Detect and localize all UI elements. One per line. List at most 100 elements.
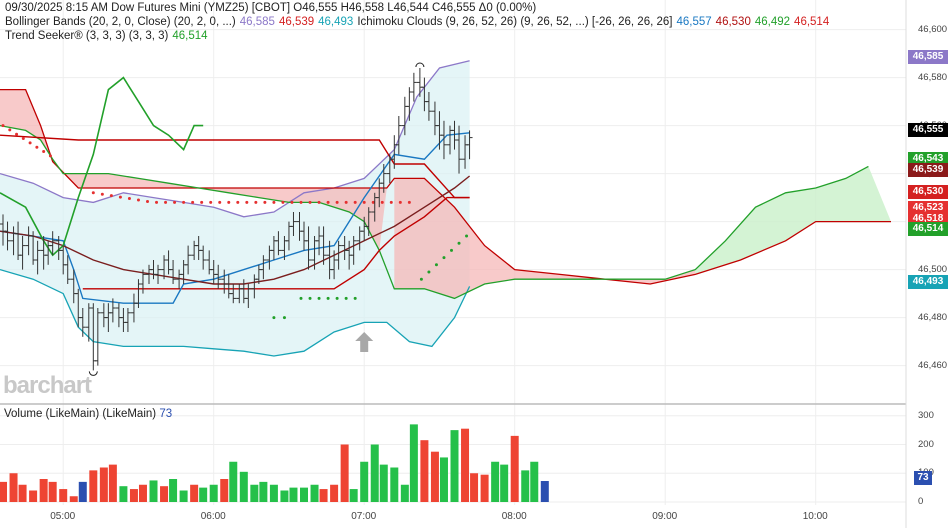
indicator-line-2: Trend Seeker® (3, 3, 3) (3, 3, 3) 46,514 (5, 29, 212, 43)
trend-seeker-dot-red (145, 199, 149, 203)
x-tick-label: 05:00 (50, 511, 76, 522)
trend-seeker-dot-red (118, 195, 122, 199)
volume-bar (319, 489, 328, 502)
trend-seeker-dot-green (299, 296, 303, 300)
price-tag: 46,555 (908, 123, 948, 137)
trend-seeker-dot-red (200, 200, 204, 204)
volume-bar (360, 461, 369, 502)
x-tick-label: 07:00 (351, 511, 377, 522)
volume-bar (89, 470, 98, 502)
trend-seeker-dot-green (449, 248, 453, 252)
indicator-line-1: Bollinger Bands (20, 2, 0, Close) (20, 2… (5, 15, 833, 29)
trend-seeker-dot-green (282, 316, 286, 320)
volume-bar (119, 486, 128, 502)
volume-bar (229, 461, 238, 502)
volume-bar (500, 464, 509, 502)
price-tag: 46,585 (908, 50, 948, 64)
ichimoku-label: Ichimoku Clouds (9, 26, 52, 26) (9, 26, … (357, 16, 673, 28)
trend-seeker-dot-red (1, 124, 5, 128)
ichimoku-span-b-line (0, 124, 869, 300)
volume-bar (470, 473, 479, 502)
volume-value: 73 (159, 408, 173, 420)
volume-bar (530, 461, 539, 502)
bollinger-upper-line (0, 60, 470, 218)
trend-seeker-dot-red (398, 200, 402, 204)
trend-seeker-dot-red (380, 200, 384, 204)
volume-bar (18, 484, 27, 502)
trend-seeker-dot-red (191, 200, 195, 204)
trend-seeker-dot-red (182, 200, 186, 204)
volume-bar (540, 481, 549, 502)
trend-seeker-dot-red (173, 200, 177, 204)
volume-bar (108, 464, 117, 502)
trend-seeker-dot-red (272, 200, 276, 204)
volume-bar (379, 464, 388, 502)
trend-seeker-dot-red (317, 200, 321, 204)
volume-bar (179, 490, 188, 502)
volume-bar (138, 484, 147, 502)
volume-bar (0, 481, 8, 502)
trend-seeker-line (0, 76, 204, 257)
price-tag: 46,543 (908, 152, 948, 166)
volume-bar (340, 444, 349, 502)
volume-bar (78, 481, 87, 502)
y-tick-label: 46,500 (918, 263, 948, 275)
ichimoku-span-a-line (0, 88, 891, 285)
trend-seeker-dot-red (28, 141, 32, 145)
trend-seeker-dot-green (308, 296, 312, 300)
volume-bar (300, 487, 309, 502)
price-tag: 46,530 (908, 185, 948, 199)
trend-seeker-dot-red (344, 200, 348, 204)
volume-bar (289, 487, 298, 502)
volume-bar (510, 435, 519, 502)
volume-bar (310, 484, 319, 502)
trend-seeker-dot-red (127, 197, 131, 201)
ichimoku-cloud-green (695, 166, 891, 275)
trend-seeker-dot-red (245, 200, 249, 204)
bollinger-fill (0, 60, 470, 357)
volume-bar (9, 473, 18, 502)
ichimoku-cloud-red-late (394, 178, 696, 299)
volume-bar (370, 444, 379, 502)
ichimoku-value-d: 46,514 (794, 16, 830, 28)
volume-bar (149, 480, 158, 502)
trend-seeker-dot-red (21, 137, 25, 141)
trend-seeker-dot-green (326, 296, 330, 300)
bb-lower-value: 46,493 (318, 16, 354, 28)
volume-bar (259, 481, 268, 502)
trend-seeker-dot-green (317, 296, 321, 300)
trend-seeker-dot-red (109, 194, 113, 198)
volume-bar (220, 479, 229, 502)
y-tick-label: 46,460 (918, 359, 948, 371)
trend-seeker-dot-red (42, 150, 46, 154)
x-tick-label: 08:00 (501, 511, 527, 522)
price-tag: 46,514 (908, 222, 948, 236)
trend-seeker-dot-red (227, 200, 231, 204)
trend-seeker-dot-red (35, 145, 39, 149)
y-tick-label: 46,580 (918, 71, 948, 83)
trend-seeker-dot-red (389, 200, 393, 204)
volume-bar (390, 467, 399, 502)
trend-seeker-dot-red (335, 200, 339, 204)
volume-bar (280, 490, 289, 502)
session-low-marker (88, 371, 98, 376)
volume-bar (450, 430, 459, 502)
volume-bar (209, 484, 218, 502)
trend-seeker-dot-red (290, 200, 294, 204)
trend-seeker-dot-green (272, 316, 276, 320)
ichimoku-base-line (0, 134, 470, 199)
x-tick-label: 06:00 (200, 511, 226, 522)
volume-bar (491, 461, 500, 502)
trend-seeker-dot-green (344, 296, 348, 300)
bb-mid-value: 46,539 (278, 16, 315, 28)
ichimoku-value-b: 46,530 (715, 16, 751, 28)
volume-bar (239, 471, 248, 502)
volume-bar (69, 496, 78, 502)
price-tag: 46,523 (908, 201, 948, 215)
y-tick-label: 46,480 (918, 311, 948, 323)
ichimoku-value-c: 46,492 (754, 16, 791, 28)
trend-seeker-dot-green (335, 296, 339, 300)
volume-label: Volume (LikeMain) (LikeMain) (4, 408, 157, 420)
